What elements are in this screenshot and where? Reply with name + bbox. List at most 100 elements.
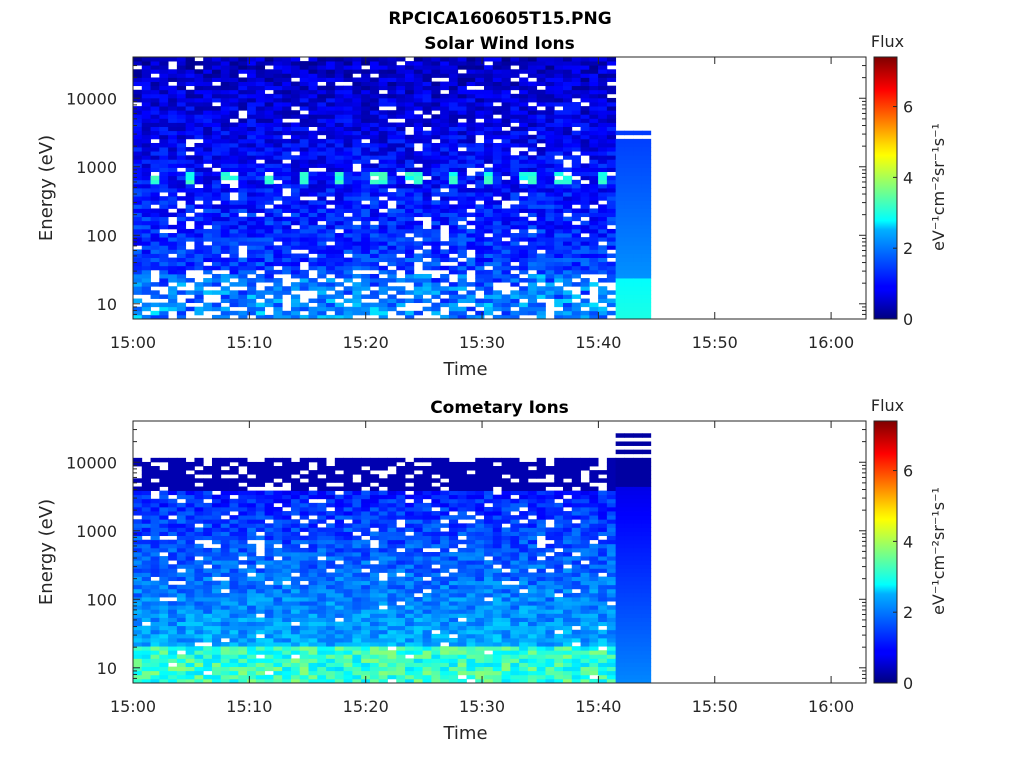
- heatmap-cell: [273, 621, 283, 627]
- heatmap-cell: [133, 298, 143, 304]
- heatmap-cell: [334, 188, 345, 193]
- heatmap-cell: [133, 57, 143, 62]
- heatmap-cell: [255, 535, 266, 541]
- heatmap-cell: [150, 130, 160, 136]
- heatmap-cell: [282, 494, 292, 500]
- heatmap-cell: [326, 633, 336, 639]
- heatmap-cell: [317, 478, 327, 483]
- heatmap-cell: [343, 547, 353, 553]
- heatmap-cell: [203, 552, 213, 557]
- heatmap-cell: [150, 302, 160, 308]
- heatmap-cell: [238, 654, 248, 659]
- heatmap-cell: [457, 273, 467, 279]
- heatmap-cell: [299, 625, 309, 631]
- heatmap-cell: [606, 147, 617, 152]
- heatmap-cell: [159, 531, 169, 537]
- heatmap-cell: [299, 282, 309, 287]
- heatmap-cell: [159, 237, 169, 242]
- heatmap-cell: [247, 237, 257, 242]
- heatmap-cell: [247, 531, 257, 537]
- heatmap-cell: [641, 192, 652, 197]
- heatmap-cell: [133, 527, 143, 532]
- heatmap-cell: [203, 478, 213, 483]
- heatmap-cell: [641, 314, 652, 319]
- heatmap-cell: [343, 159, 353, 164]
- heatmap-cell: [369, 306, 380, 312]
- heatmap-cell: [580, 110, 590, 115]
- heatmap-cell: [457, 171, 467, 177]
- heatmap-cell: [326, 560, 336, 565]
- heatmap-cell: [220, 539, 230, 545]
- heatmap-cell: [176, 253, 187, 258]
- heatmap-cell: [159, 502, 169, 508]
- heatmap-cell: [361, 196, 371, 201]
- heatmap-cell: [211, 461, 222, 467]
- heatmap-cell: [413, 208, 423, 213]
- heatmap-cell: [255, 151, 266, 156]
- heatmap-cell: [238, 147, 248, 152]
- heatmap-cell: [545, 204, 555, 209]
- heatmap-cell: [413, 650, 423, 655]
- heatmap-cell: [563, 69, 573, 74]
- heatmap-cell: [141, 466, 151, 471]
- heatmap-cell: [141, 470, 151, 475]
- heatmap-cell: [308, 474, 318, 479]
- heatmap-cell: [150, 629, 160, 635]
- heatmap-cell: [141, 278, 151, 283]
- heatmap-cell: [229, 282, 239, 287]
- heatmap-cell: [168, 457, 178, 463]
- heatmap-cell: [369, 204, 380, 209]
- heatmap-cell: [247, 106, 257, 111]
- heatmap-cell: [343, 617, 353, 622]
- heatmap-cell: [299, 212, 309, 218]
- heatmap-cell: [440, 200, 450, 205]
- heatmap-cell: [185, 147, 195, 152]
- heatmap-cell: [369, 216, 380, 222]
- heatmap-cell: [378, 662, 388, 668]
- heatmap-cell: [194, 511, 204, 516]
- heatmap-cell: [510, 224, 520, 230]
- heatmap-cell: [334, 290, 345, 295]
- heatmap-cell: [317, 519, 327, 524]
- heatmap-cell: [413, 81, 423, 87]
- heatmap-cell: [501, 122, 511, 127]
- heatmap-cell: [405, 560, 415, 565]
- heatmap-cell: [133, 498, 143, 504]
- heatmap-cell: [387, 212, 397, 218]
- heatmap-cell: [185, 482, 195, 487]
- heatmap-cell: [457, 253, 467, 258]
- heatmap-cell: [185, 257, 195, 263]
- figure-title: RPCICA160605T15.PNG: [388, 9, 611, 29]
- heatmap-cell: [229, 167, 239, 173]
- heatmap-cell: [440, 253, 450, 258]
- heatmap-cell: [378, 302, 388, 308]
- heatmap-cell: [290, 662, 301, 668]
- heatmap-cell: [168, 523, 178, 528]
- heatmap-cell: [299, 159, 309, 164]
- heatmap-cell: [422, 306, 432, 312]
- heatmap-cell: [440, 97, 450, 103]
- heatmap-cell: [176, 646, 187, 651]
- heatmap-cell: [255, 273, 266, 279]
- heatmap-cell: [282, 204, 292, 209]
- heatmap-cell: [413, 654, 423, 659]
- heatmap-cell: [510, 204, 520, 209]
- heatmap-cell: [440, 114, 450, 119]
- heatmap-cell: [554, 298, 564, 304]
- heatmap-cell: [457, 122, 467, 127]
- heatmap-cell: [405, 461, 415, 467]
- heatmap-cell: [431, 65, 441, 70]
- heatmap-cell: [563, 257, 573, 263]
- heatmap-cell: [484, 192, 494, 197]
- heatmap-cell: [141, 523, 151, 528]
- heatmap-cell: [413, 212, 423, 218]
- heatmap-cell: [282, 224, 292, 230]
- heatmap-cell: [641, 188, 652, 193]
- heatmap-cell: [168, 519, 178, 524]
- heatmap-cell: [466, 245, 476, 250]
- heatmap-cell: [563, 228, 573, 234]
- heatmap-cell: [378, 560, 388, 565]
- heatmap-cell: [334, 118, 345, 123]
- heatmap-cell: [150, 265, 160, 271]
- heatmap-cell: [168, 167, 178, 173]
